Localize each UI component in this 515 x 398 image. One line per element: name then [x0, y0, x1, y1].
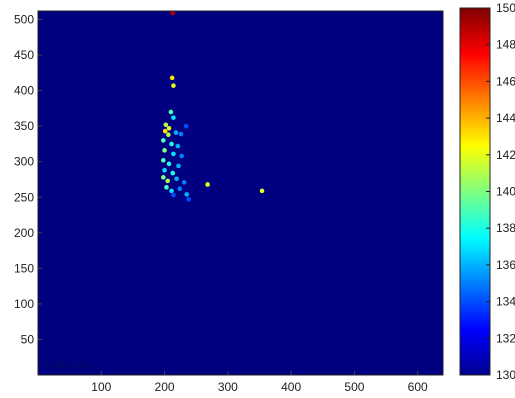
colorbar-tick-label: 130	[496, 368, 515, 382]
data-point	[175, 143, 181, 149]
colorbar-tick-label: 132	[496, 331, 515, 345]
y-axis: 50 100 150 200 250 300 350 400 450 500	[14, 13, 42, 346]
colorbar-tick-label: 148	[496, 38, 515, 52]
data-point	[259, 188, 265, 194]
data-point	[177, 186, 183, 192]
y-tick-label: 350	[14, 119, 34, 133]
data-point	[169, 188, 174, 194]
data-point	[173, 130, 179, 135]
data-point	[163, 122, 169, 128]
y-tick-label: 450	[14, 48, 34, 62]
x-tick-label: 200	[155, 380, 175, 394]
data-points-layer	[160, 10, 265, 202]
y-tick-label: 500	[14, 13, 34, 27]
data-point	[166, 161, 172, 167]
colorbar-tick-label: 146	[496, 74, 515, 88]
colorbar	[459, 7, 491, 376]
data-point	[160, 138, 166, 143]
plot-area	[38, 11, 443, 375]
y-tick-label: 400	[14, 84, 34, 98]
colorbar-tick-label: 134	[496, 295, 515, 309]
data-point	[176, 163, 181, 169]
data-point	[178, 131, 184, 137]
data-point	[162, 148, 167, 153]
data-point	[184, 192, 190, 197]
data-point	[171, 115, 176, 120]
y-tick-label: 300	[14, 155, 34, 169]
x-tick-label: 500	[344, 380, 364, 394]
data-point	[160, 157, 166, 163]
data-point	[164, 185, 169, 190]
colorbar-tick-label: 144	[496, 111, 515, 125]
data-point	[171, 151, 176, 157]
data-point	[181, 180, 187, 185]
data-point	[183, 123, 189, 129]
data-point	[174, 176, 179, 182]
data-point	[170, 10, 176, 16]
data-point	[170, 170, 176, 176]
y-tick-label: 100	[14, 297, 34, 311]
colorbar-tick-label: 150	[496, 1, 515, 15]
data-point	[165, 178, 171, 184]
data-point	[162, 128, 168, 134]
data-point	[168, 109, 174, 115]
data-point	[179, 153, 184, 159]
data-point	[171, 192, 176, 198]
x-tick-label: 600	[408, 380, 428, 394]
y-tick-label: 150	[14, 261, 34, 275]
x-tick-label: 300	[218, 380, 238, 394]
data-point	[171, 83, 176, 88]
colorbar-axis: 130 132 134 136 138 140 142 144 146 148 150	[486, 1, 515, 382]
data-point	[205, 182, 210, 187]
plot-frame	[37, 10, 444, 376]
data-point	[160, 175, 166, 180]
colorbar-tick-label: 142	[496, 148, 515, 162]
colorbar-tick-label: 140	[496, 185, 515, 199]
data-point	[166, 126, 172, 131]
y-tick-label: 200	[14, 226, 34, 240]
data-point	[186, 197, 191, 202]
x-tick-label: 100	[91, 380, 111, 394]
data-point	[162, 167, 167, 173]
y-tick-label: 50	[21, 332, 35, 346]
data-point	[169, 75, 175, 81]
x-tick-label: 400	[281, 380, 301, 394]
corner-note: THDR 20%	[44, 360, 90, 370]
data-point	[166, 132, 171, 138]
x-axis: 100 200 300 400 500 600	[91, 371, 428, 394]
colorbar-tick-label: 136	[496, 258, 515, 272]
y-tick-label: 250	[14, 190, 34, 204]
data-point	[169, 141, 174, 147]
colorbar-tick-label: 138	[496, 221, 515, 235]
